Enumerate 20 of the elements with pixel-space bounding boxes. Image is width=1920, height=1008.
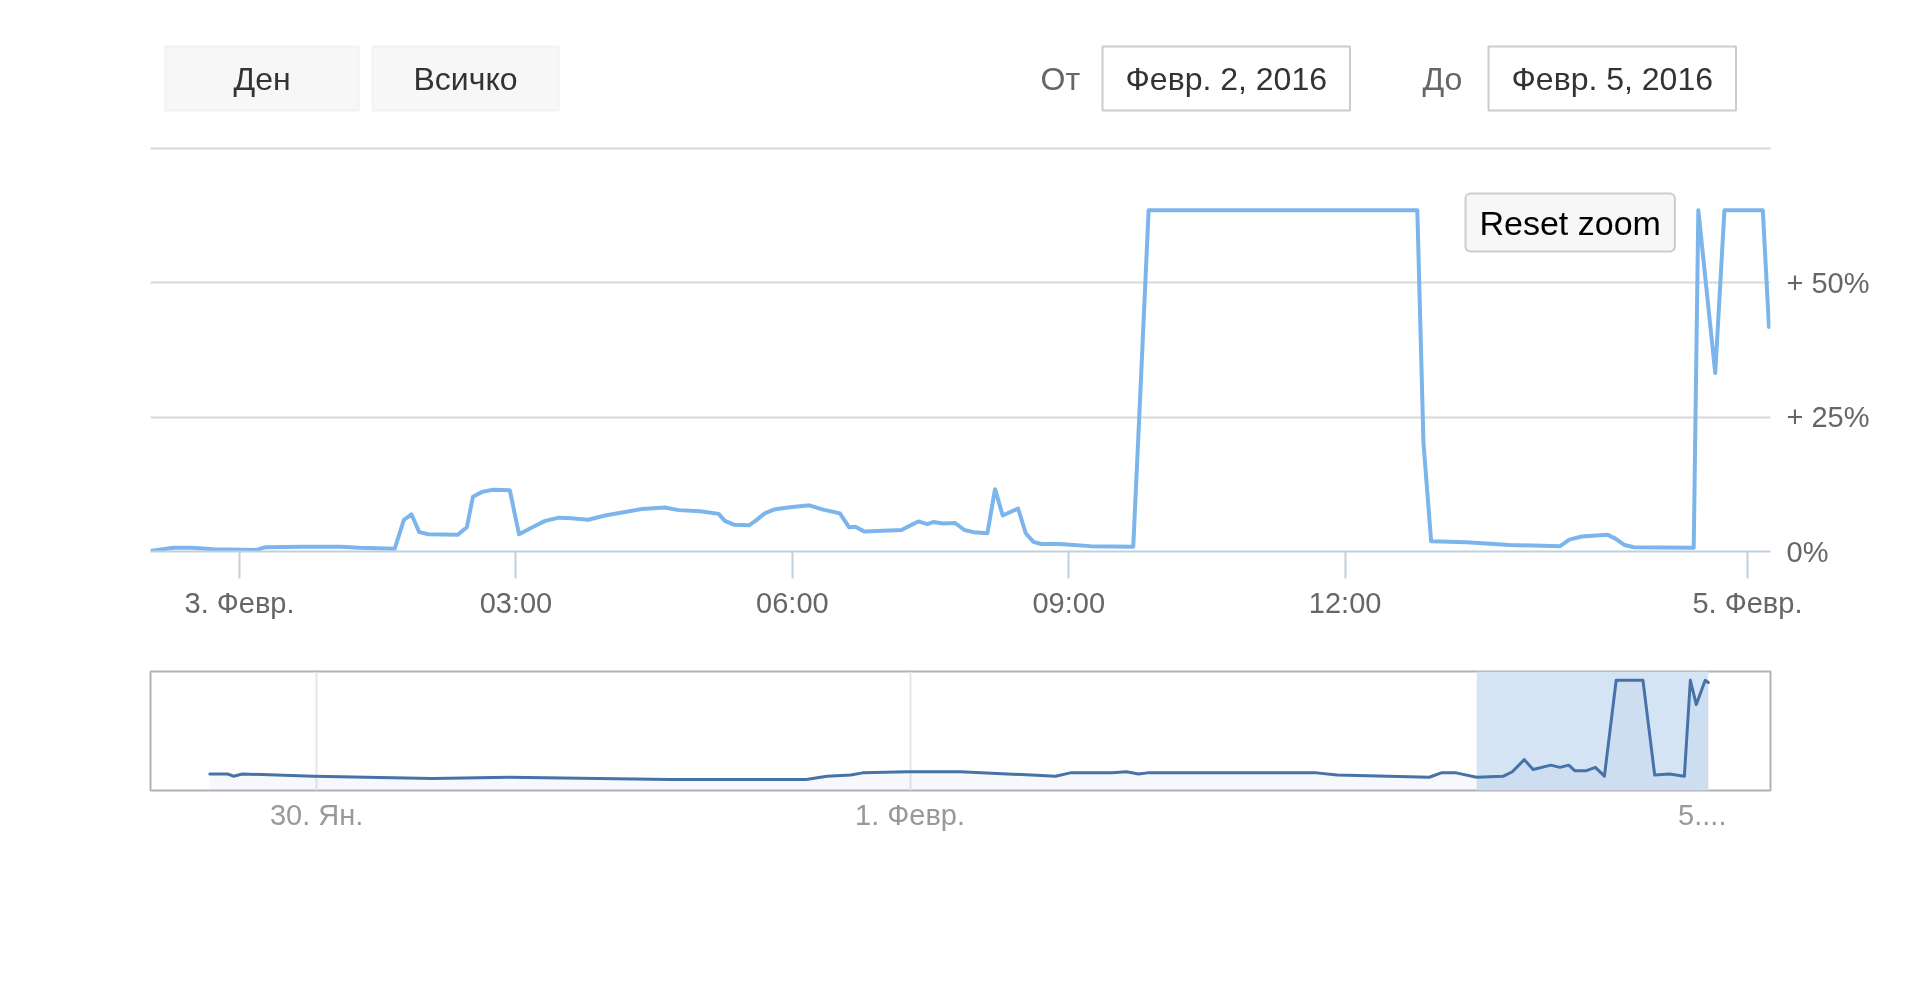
text: Всичко: [413, 60, 518, 97]
text: От: [1040, 60, 1081, 97]
x-tick-label: 1. Февр.: [855, 798, 966, 831]
text: Февр. 5, 2016: [1511, 60, 1713, 97]
line-series: [150, 208, 1771, 552]
text: До: [1422, 60, 1463, 97]
x-tick-label: 09:00: [1032, 586, 1106, 619]
y-tick-label: 0%: [1786, 535, 1829, 568]
y-tick-label: + 50%: [1786, 266, 1870, 299]
x-tick-label: 5....: [1678, 798, 1727, 831]
x-tick-label: 30. Ян.: [269, 798, 364, 831]
text: Ден: [233, 60, 291, 97]
y-tick-label: + 25%: [1786, 401, 1870, 434]
text: Февр. 2, 2016: [1125, 60, 1327, 97]
annotation: Reset zoom: [1479, 203, 1661, 242]
x-tick-label: 03:00: [479, 586, 553, 619]
x-tick-label: 5. Февр.: [1692, 586, 1803, 619]
x-tick-label: 3. Февр.: [184, 586, 295, 619]
x-tick-label: 12:00: [1308, 586, 1382, 619]
x-tick-label: 06:00: [756, 586, 829, 619]
